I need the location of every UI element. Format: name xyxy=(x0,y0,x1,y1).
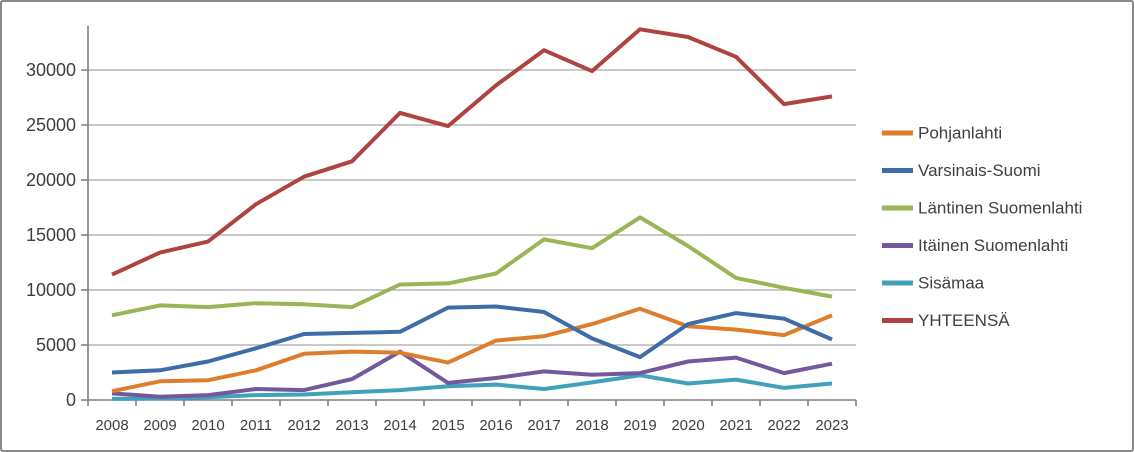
x-tick-label: 2019 xyxy=(623,417,656,434)
x-tick-label: 2017 xyxy=(527,417,560,434)
series-line-lantinen-suomenlahti[interactable] xyxy=(111,215,833,318)
legend-item-itainen-suomenlahti[interactable]: Itäinen Suomenlahti xyxy=(882,236,1068,255)
y-tick-label: 15000 xyxy=(26,225,76,245)
legend-item-varsinais-suomi[interactable]: Varsinais-Suomi xyxy=(882,161,1041,180)
y-tick-label: 10000 xyxy=(26,280,76,300)
y-tick-label: 30000 xyxy=(26,60,76,80)
x-tick-label: 2023 xyxy=(815,417,848,434)
legend-item-label: Varsinais-Suomi xyxy=(918,161,1041,180)
x-tick-label: 2012 xyxy=(287,417,320,434)
legend-item-sisamaa[interactable]: Sisämaa xyxy=(882,274,985,293)
x-tick-label: 2011 xyxy=(240,417,272,434)
x-tick-label: 2010 xyxy=(191,417,224,434)
x-tick-label: 2022 xyxy=(767,417,800,434)
legend-item-pohjanlahti[interactable]: Pohjanlahti xyxy=(882,124,1002,143)
y-tick-label: 0 xyxy=(66,390,76,410)
x-tick-label: 2018 xyxy=(575,417,608,434)
legend-item-label: Läntinen Suomenlahti xyxy=(918,199,1082,218)
x-tick-label: 2009 xyxy=(143,417,176,434)
legend-item-yhteensa[interactable]: YHTEENSÄ xyxy=(882,311,1010,330)
legend-item-label: Itäinen Suomenlahti xyxy=(918,236,1068,255)
series-line-itainen-suomenlahti[interactable] xyxy=(111,349,833,399)
legend-item-label: Pohjanlahti xyxy=(918,124,1002,143)
y-tick-label: 25000 xyxy=(26,115,76,135)
series-line-varsinais-suomi[interactable] xyxy=(111,304,833,375)
x-tick-label: 2016 xyxy=(479,417,512,434)
x-tick-label: 2014 xyxy=(383,417,416,434)
legend-item-label: Sisämaa xyxy=(918,274,985,293)
legend: Pohjanlahti Varsinais-Suomi Läntinen Suome… xyxy=(882,124,1082,330)
legend-item-lantinen-suomenlahti[interactable]: Läntinen Suomenlahti xyxy=(882,199,1082,218)
x-tick-label: 2013 xyxy=(335,417,368,434)
y-tick-label: 5000 xyxy=(36,335,76,355)
y-tick-label: 20000 xyxy=(26,170,76,190)
legend-item-label: YHTEENSÄ xyxy=(918,311,1010,330)
series-line-yhteensa[interactable] xyxy=(111,27,833,277)
x-tick-label: 2015 xyxy=(431,417,464,434)
x-tick-label: 2008 xyxy=(95,417,128,434)
series-line-sisamaa[interactable] xyxy=(111,373,833,401)
series-line-pohjanlahti[interactable] xyxy=(111,306,833,394)
x-tick-label: 2020 xyxy=(671,417,704,434)
x-tick-label: 2021 xyxy=(719,417,752,434)
